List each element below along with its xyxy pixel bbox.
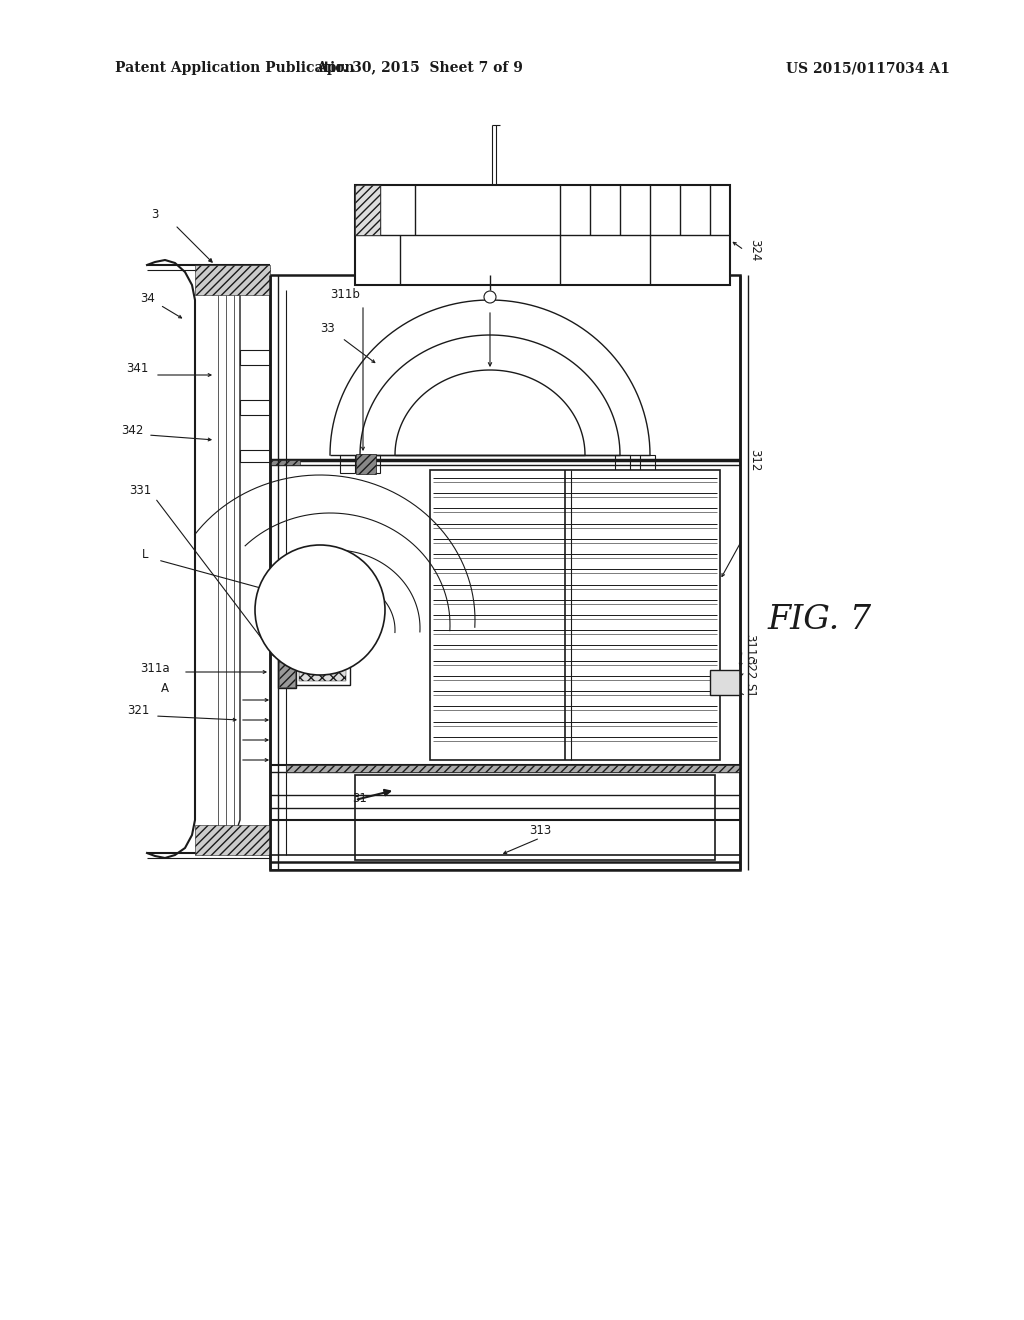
Text: FIG. 7: FIG. 7 bbox=[768, 605, 872, 636]
Bar bbox=[365, 455, 380, 473]
Bar bbox=[270, 459, 300, 465]
Text: US 2015/0117034 A1: US 2015/0117034 A1 bbox=[786, 61, 950, 75]
Text: Apr. 30, 2015  Sheet 7 of 9: Apr. 30, 2015 Sheet 7 of 9 bbox=[316, 61, 523, 75]
Text: 34: 34 bbox=[140, 292, 156, 305]
Text: 3: 3 bbox=[152, 209, 159, 222]
Text: 311c: 311c bbox=[743, 634, 757, 663]
Circle shape bbox=[255, 545, 385, 675]
Text: 342: 342 bbox=[121, 424, 143, 437]
Bar bbox=[710, 671, 740, 696]
Text: L: L bbox=[141, 549, 148, 561]
Text: 31: 31 bbox=[352, 792, 368, 804]
Bar bbox=[305, 576, 350, 605]
Bar bbox=[299, 653, 346, 681]
Bar bbox=[270, 275, 740, 870]
Bar bbox=[240, 450, 270, 462]
Bar bbox=[340, 455, 355, 473]
Bar bbox=[195, 265, 270, 294]
Text: 33: 33 bbox=[321, 322, 336, 334]
Bar bbox=[355, 185, 730, 285]
Text: 313: 313 bbox=[528, 824, 551, 837]
Bar bbox=[615, 455, 630, 473]
Circle shape bbox=[484, 290, 496, 304]
Bar bbox=[295, 649, 350, 685]
Text: Patent Application Publication: Patent Application Publication bbox=[115, 61, 354, 75]
Bar bbox=[240, 400, 270, 414]
Text: 311a: 311a bbox=[140, 661, 170, 675]
Text: 321: 321 bbox=[127, 704, 150, 717]
Text: 341: 341 bbox=[126, 362, 148, 375]
Bar bbox=[286, 766, 740, 772]
Bar bbox=[430, 470, 720, 760]
Bar bbox=[279, 649, 295, 686]
Text: S1: S1 bbox=[743, 682, 757, 697]
Bar bbox=[195, 825, 270, 855]
Bar bbox=[355, 775, 715, 861]
Bar bbox=[278, 648, 296, 688]
Bar bbox=[355, 185, 380, 235]
Bar bbox=[356, 454, 376, 474]
Text: A: A bbox=[161, 681, 169, 694]
Text: 311b: 311b bbox=[330, 289, 360, 301]
Text: 324: 324 bbox=[749, 239, 762, 261]
Text: 312: 312 bbox=[749, 449, 762, 471]
Bar bbox=[640, 455, 655, 473]
Text: 331: 331 bbox=[129, 483, 152, 496]
Text: 322: 322 bbox=[743, 657, 757, 680]
Bar bbox=[240, 350, 270, 366]
